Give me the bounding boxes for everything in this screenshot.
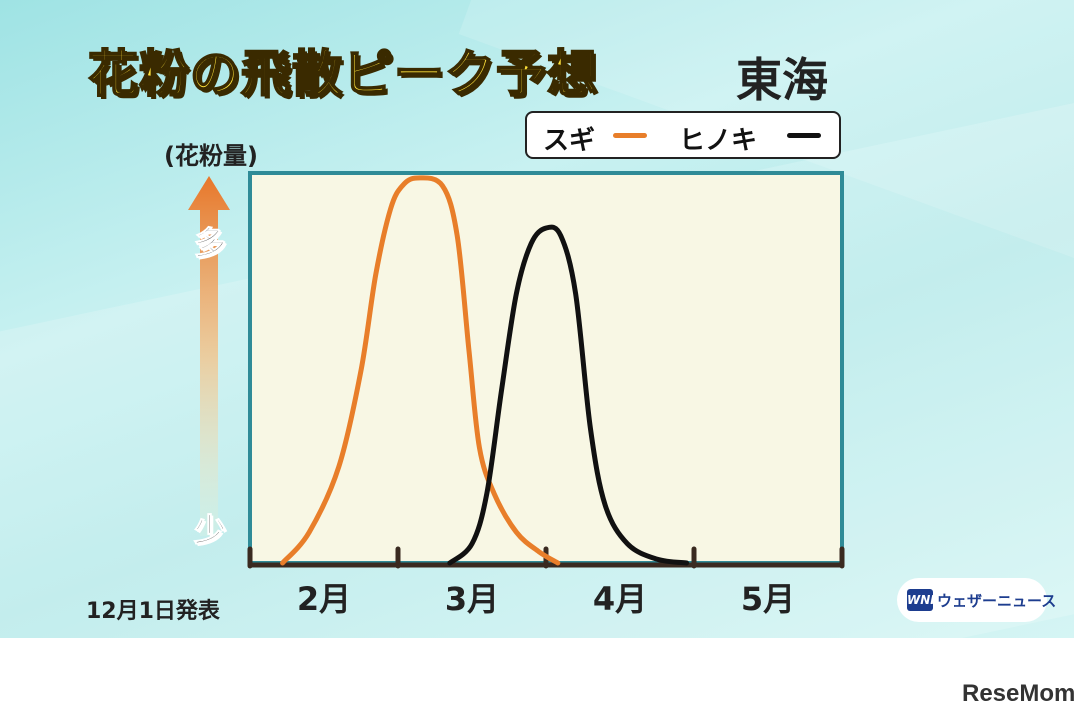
- resemom-watermark: ReseMom: [962, 680, 1074, 707]
- x-tick-label: 3月: [445, 580, 499, 618]
- plot-area: [248, 171, 844, 565]
- legend-label-sugi: スギ: [543, 126, 596, 156]
- y-level-high: 多: [193, 224, 227, 263]
- y-axis-label: (花粉量): [164, 142, 258, 170]
- x-tick-label: 5月: [741, 580, 795, 618]
- legend-label-hinoki: ヒノキ: [679, 126, 758, 156]
- announcement-date: 12月1日発表: [86, 599, 220, 624]
- pollen-line-chart: 2月 3月 4月 5月: [247, 171, 845, 618]
- wni-logo-icon: WNI: [907, 589, 935, 611]
- legend: スギ ヒノキ: [525, 111, 841, 159]
- region-label: 東海: [736, 53, 828, 107]
- x-tick-label: 4月: [593, 580, 647, 618]
- brand-name: ウェザーニュース: [937, 592, 1057, 610]
- y-level-low: 少: [193, 511, 227, 550]
- pollen-amount-arrow-icon: [188, 176, 230, 536]
- legend-swatch-hinoki: [787, 133, 821, 138]
- series-line-sugi: [280, 175, 561, 566]
- series-line-hinoki: [447, 224, 690, 566]
- chart-title: 花粉の飛散ピーク予想: [87, 44, 598, 104]
- legend-swatch-sugi: [613, 133, 647, 138]
- chart-panel: 花粉の飛散ピーク予想 東海 スギ ヒノキ (花粉量) 多 少 2月 3月 4月 5月 …: [0, 0, 1074, 638]
- weathernews-logo: WNI ウェザーニュース: [897, 578, 1056, 622]
- x-tick-label: 2月: [297, 580, 351, 618]
